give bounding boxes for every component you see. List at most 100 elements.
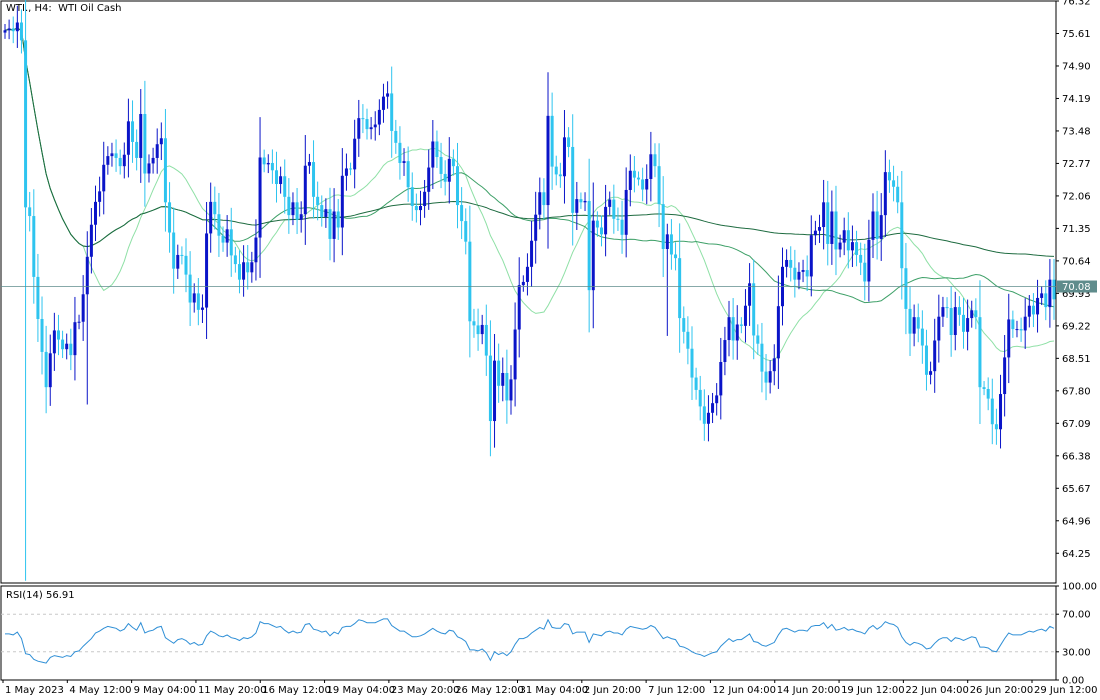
bull-candle	[225, 215, 229, 257]
bear-candle	[114, 139, 118, 172]
candle-body	[200, 307, 204, 310]
candle-body	[299, 214, 303, 220]
candle-body	[920, 328, 924, 346]
candle-body	[896, 186, 900, 203]
price-axis-label: 64.25	[1062, 549, 1091, 560]
bear-candle	[974, 298, 978, 330]
bear-candle	[505, 349, 509, 424]
bull-candle	[830, 190, 834, 265]
candle-body	[501, 372, 505, 386]
candle-body	[406, 161, 410, 188]
candle-body	[608, 199, 612, 207]
bull-candle	[106, 146, 110, 175]
bull-candle	[727, 300, 731, 357]
bear-candle	[542, 178, 546, 220]
bear-candle	[398, 126, 402, 180]
candle-body	[624, 189, 628, 235]
candle-body	[587, 200, 591, 291]
candle-body	[509, 379, 513, 401]
candle-body	[390, 93, 394, 131]
x-axis-label: 12 Jun 04:00	[712, 685, 776, 696]
candle-body	[669, 234, 673, 255]
candle-body	[118, 157, 122, 167]
candle-body	[826, 202, 830, 244]
candle-body	[168, 202, 172, 233]
bull-candle	[645, 164, 649, 205]
candle-body	[604, 206, 608, 235]
bear-candle	[682, 306, 686, 344]
bull-candle	[427, 149, 431, 210]
candle-body	[567, 137, 571, 147]
bull-candle	[525, 253, 529, 296]
bear-candle	[135, 129, 139, 171]
candle-body	[143, 114, 147, 174]
candle-body	[94, 201, 98, 225]
bull-candle	[871, 193, 875, 259]
bear-candle	[320, 195, 324, 227]
bear-candle	[336, 199, 340, 240]
candle-body	[155, 144, 159, 158]
x-axis-label: 26 Jun 20:00	[970, 685, 1034, 696]
bear-candle	[558, 162, 562, 188]
bear-candle	[328, 187, 332, 261]
bear-candle	[349, 162, 353, 176]
bear-candle	[61, 330, 65, 359]
candle-body	[98, 191, 102, 202]
bull-candle	[591, 182, 595, 329]
candle-body	[855, 242, 859, 255]
bear-candle	[11, 16, 15, 44]
bull-candle	[266, 154, 270, 174]
candle-body	[151, 157, 155, 164]
candle-body	[295, 202, 299, 220]
candle-body	[11, 28, 15, 32]
bull-candle	[126, 98, 130, 178]
candle-body	[435, 141, 439, 158]
bull-candle	[715, 383, 719, 416]
bull-candle	[999, 374, 1003, 449]
candle-body	[929, 371, 933, 375]
candle-body	[505, 372, 509, 401]
bear-candle	[739, 317, 743, 334]
candle-body	[353, 138, 357, 170]
candle-body	[19, 22, 23, 41]
current-price-tag	[1057, 280, 1097, 293]
candle-body	[657, 166, 661, 205]
candle-body	[89, 224, 93, 257]
bull-candle	[649, 131, 653, 202]
price-axis-label: 72.06	[1062, 191, 1091, 202]
bull-candle	[706, 395, 710, 442]
candle-body	[369, 127, 373, 130]
candle-body	[344, 168, 348, 176]
bull-candle	[1048, 259, 1052, 328]
candle-body	[809, 235, 813, 277]
rsi-panel[interactable]: 100.00 70.00 30.00 0.00	[0, 582, 1097, 687]
bull-candle	[418, 190, 422, 226]
candle-body	[402, 161, 406, 163]
bull-candle	[147, 154, 151, 183]
candle-body	[731, 317, 735, 341]
candle-body	[583, 200, 587, 203]
price-panel[interactable]: 76.32 75.61 74.90 74.19 73.48 72.77 72.06 71.35…	[0, 0, 1097, 584]
bear-candle	[28, 191, 32, 232]
bull-candle	[933, 318, 937, 393]
bear-candle	[233, 246, 237, 273]
bull-candle	[402, 148, 406, 176]
candle-body	[279, 176, 283, 185]
bull-candle	[155, 128, 159, 174]
bull-candle	[785, 249, 789, 278]
bear-candle	[571, 114, 575, 246]
candle-body	[73, 322, 77, 356]
bull-candle	[205, 202, 209, 339]
price-axis-label: 72.77	[1062, 159, 1091, 170]
bear-candle	[24, 0, 28, 581]
candle-body	[1048, 279, 1052, 308]
bear-candle	[196, 277, 200, 326]
title-separator: ,	[28, 3, 35, 14]
candle-body	[562, 137, 566, 177]
candle-body	[933, 340, 937, 372]
candle-body	[517, 285, 521, 330]
candle-body	[69, 343, 73, 356]
bull-candle	[431, 119, 435, 190]
candle-body	[131, 121, 135, 142]
candle-body	[460, 205, 464, 222]
